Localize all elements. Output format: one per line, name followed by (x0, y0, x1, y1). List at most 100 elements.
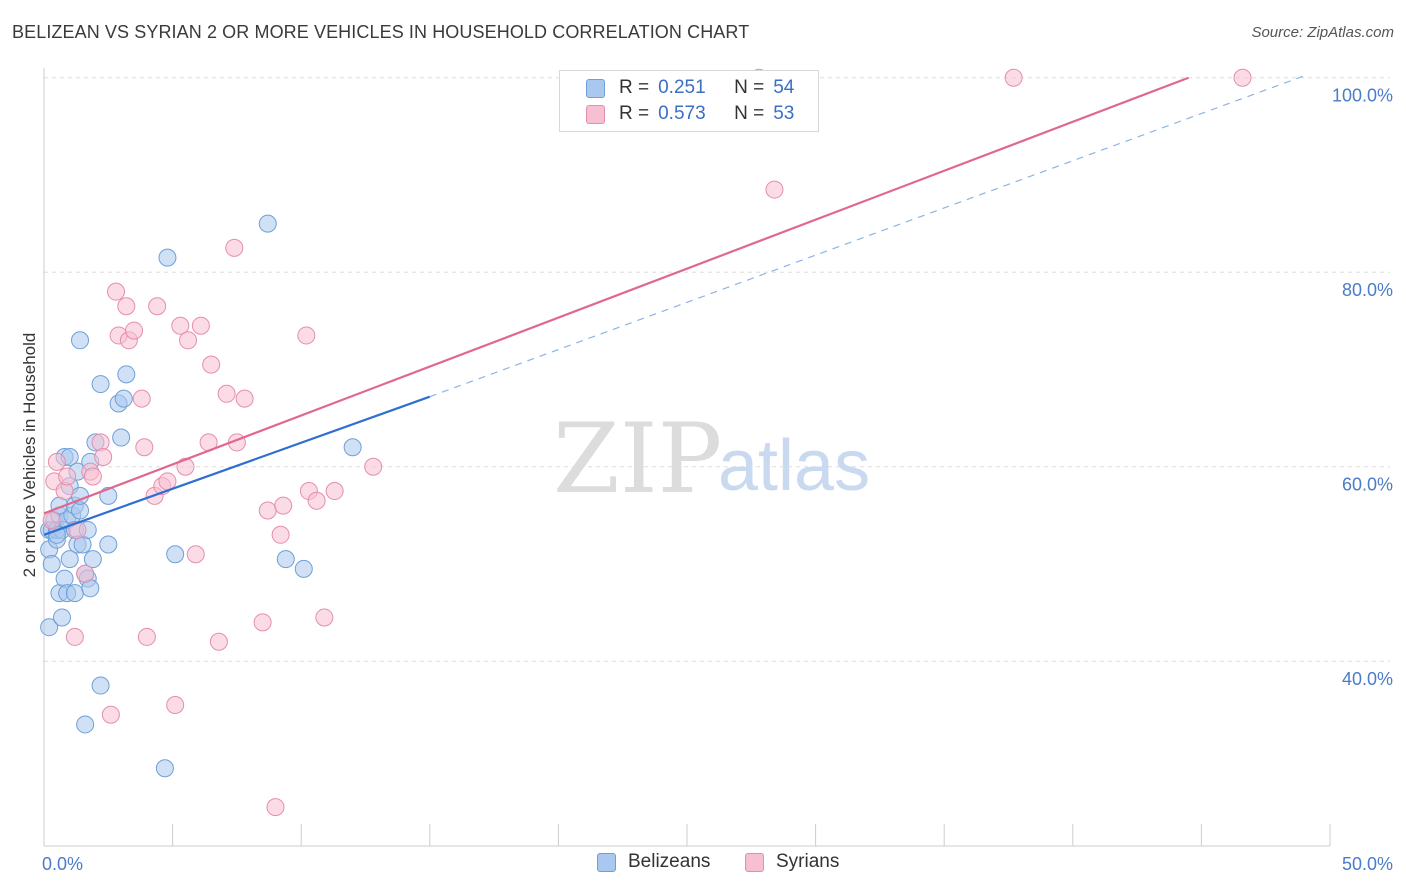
syrian-point (297, 326, 316, 345)
x-tick-label: 0.0% (42, 854, 83, 874)
syrian-point (137, 627, 156, 646)
syrians-legend-label: Syrians (776, 851, 840, 872)
belizean-point (65, 584, 84, 603)
n-label: N = (734, 103, 765, 124)
syrians-r-value: 0.573 (658, 103, 706, 124)
syrian-point (186, 545, 205, 564)
syrian-point (171, 316, 190, 335)
trend-lines (43, 75, 1305, 536)
syrian-point (94, 448, 113, 466)
syrian-point (179, 331, 198, 350)
source-label: Source: ZipAtlas.com (1251, 24, 1394, 41)
grid-lines (44, 77, 1390, 662)
syrians-trend-line (43, 76, 1189, 515)
syrian-point (47, 452, 66, 471)
belizeans-n-value: 54 (773, 77, 795, 98)
belizeans-swatch (586, 78, 605, 98)
syrians-legend-swatch (745, 852, 764, 872)
syrian-point (91, 433, 110, 452)
belizean-point (99, 535, 118, 554)
watermark: ZIP atlas (553, 403, 870, 515)
syrian-point (68, 520, 87, 539)
syrian-point (271, 525, 290, 544)
belizeans-trend-line (43, 395, 431, 536)
syrian-point (274, 496, 293, 515)
syrian-point (217, 384, 236, 403)
syrian-point (258, 501, 277, 520)
x-tick-labels: 0.0% 50.0% (42, 854, 1393, 874)
syrians-points (42, 68, 1252, 817)
belizean-point (276, 550, 295, 569)
syrian-point (765, 180, 784, 199)
belizean-point (258, 214, 277, 233)
watermark-atlas: atlas (718, 426, 870, 506)
belizean-point (294, 559, 313, 578)
syrian-point (117, 297, 136, 316)
syrian-point (266, 798, 285, 817)
syrian-point (225, 238, 244, 257)
belizean-point (91, 375, 110, 394)
belizean-point (55, 569, 74, 588)
stats-row-syrians: R = 0.573 N = 53 (586, 101, 794, 127)
syrian-point (166, 695, 185, 714)
belizean-point (42, 554, 61, 573)
y-tick-label: 40.0% (1342, 669, 1393, 689)
syrian-point (364, 457, 383, 476)
belizean-point (60, 550, 79, 569)
syrian-point (148, 297, 167, 316)
syrian-point (132, 389, 151, 408)
belizeans-legend-label: Belizeans (628, 851, 711, 872)
syrian-point (101, 705, 120, 724)
belizean-point (53, 608, 72, 627)
syrian-point (42, 511, 61, 530)
belizeans-r-value: 0.251 (658, 77, 706, 98)
r-label: R = (619, 103, 650, 124)
belizean-point (91, 676, 110, 695)
syrian-point (55, 482, 74, 501)
stats-legend: R = 0.251 N = 54 R = 0.573 N = 53 (559, 70, 819, 132)
syrian-point (58, 467, 77, 486)
y-tick-label: 100.0% (1332, 86, 1393, 106)
belizean-point (76, 715, 95, 734)
syrian-point (135, 438, 154, 457)
syrian-point (83, 467, 102, 486)
y-axis-label: 2 or more Vehicles in Household (20, 333, 39, 578)
syrian-point (307, 491, 326, 510)
r-label: R = (619, 77, 650, 98)
y-tick-label: 80.0% (1342, 280, 1393, 300)
belizean-point (112, 428, 131, 447)
y-tick-labels: 40.0% 60.0% 80.0% 100.0% (1332, 86, 1393, 689)
syrian-point (253, 613, 272, 632)
chart-title: BELIZEAN VS SYRIAN 2 OR MORE VEHICLES IN… (12, 22, 750, 42)
syrian-point (209, 632, 228, 651)
belizean-point (40, 618, 59, 637)
syrians-n-value: 53 (773, 103, 795, 124)
syrian-point (125, 321, 144, 340)
belizean-point (71, 331, 90, 350)
legend-item-belizeans: Belizeans (597, 851, 710, 873)
syrian-point (1233, 68, 1252, 87)
belizeans-legend-swatch (597, 852, 616, 872)
belizean-point (114, 389, 133, 408)
belizean-point (166, 545, 185, 564)
syrian-point (235, 389, 254, 408)
belizean-point (343, 438, 362, 457)
stats-row-belizeans: R = 0.251 N = 54 (586, 75, 794, 101)
belizean-point (158, 248, 177, 267)
syrian-point (176, 457, 195, 476)
legend-item-syrians: Syrians (745, 851, 839, 873)
x-tick-label: 50.0% (1342, 854, 1393, 874)
belizean-point (117, 365, 136, 384)
syrian-point (191, 316, 210, 335)
belizean-point (155, 759, 174, 778)
syrian-point (107, 282, 126, 301)
syrian-point (76, 564, 95, 583)
syrian-point (158, 472, 177, 491)
syrian-point (65, 627, 84, 646)
syrian-point (1004, 68, 1023, 87)
syrians-swatch (586, 104, 605, 124)
n-label: N = (734, 77, 765, 98)
watermark-zip: ZIP (553, 403, 722, 515)
syrian-point (325, 482, 344, 501)
